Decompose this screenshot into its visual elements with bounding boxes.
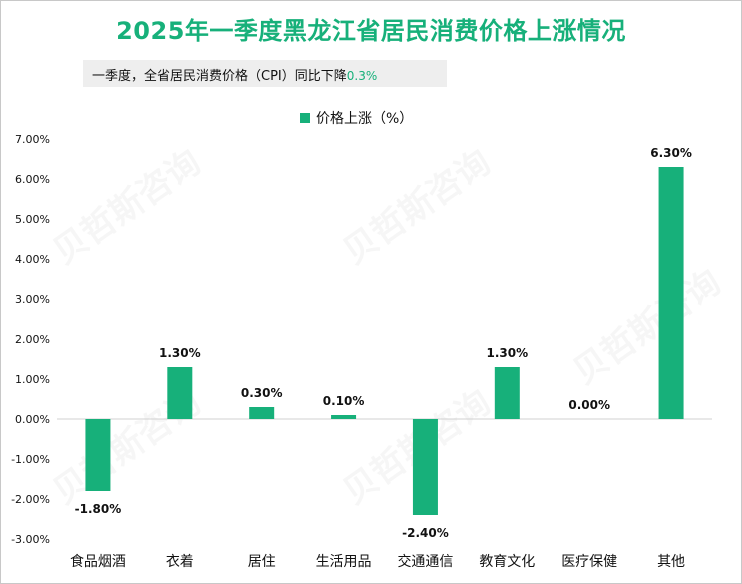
subtitle: 一季度，全省居民消费价格（CPI）同比下降0.3% [92, 65, 377, 84]
subtitle-text: 一季度，全省居民消费价格（CPI）同比下降 [92, 69, 347, 84]
data-label: 0.30% [241, 386, 283, 400]
bar [331, 415, 357, 419]
subtitle-highlight: 0.3% [346, 69, 378, 83]
y-tick-label: -3.00% [11, 533, 50, 546]
data-label: -1.80% [75, 502, 122, 516]
bar [658, 167, 684, 419]
x-tick-label: 生活用品 [316, 554, 372, 570]
legend-swatch [300, 113, 310, 123]
bar [412, 419, 438, 515]
x-tick-label: 医疗保健 [561, 554, 617, 570]
x-tick-label: 衣着 [166, 554, 194, 570]
data-label: 1.30% [159, 346, 201, 360]
x-tick-label: 居住 [248, 554, 276, 570]
y-tick-label: 3.00% [15, 293, 50, 306]
data-label: -2.40% [402, 526, 449, 540]
x-tick-label: 食品烟酒 [70, 553, 126, 570]
y-tick-label: 2.00% [15, 333, 50, 346]
y-tick-label: 5.00% [15, 213, 50, 226]
y-tick-label: 4.00% [15, 253, 50, 266]
y-tick-label: 6.00% [15, 173, 50, 186]
legend-label: 价格上涨（%） [316, 111, 414, 127]
x-tick-label: 交通通信 [397, 553, 453, 570]
chart-title: 2025年一季度黑龙江省居民消费价格上涨情况 [116, 17, 626, 45]
data-label: 0.00% [568, 398, 610, 412]
bar [494, 367, 520, 419]
x-tick-label: 教育文化 [479, 554, 535, 570]
data-label: 0.10% [323, 394, 365, 408]
subtitle-box [83, 60, 447, 87]
y-tick-label: 0.00% [15, 413, 50, 426]
data-label: 6.30% [650, 146, 692, 160]
bar [167, 367, 193, 419]
x-tick-label: 其他 [657, 554, 685, 570]
y-tick-label: -1.00% [11, 453, 50, 466]
bar [249, 407, 275, 419]
bar [85, 419, 111, 491]
y-tick-label: 1.00% [15, 373, 50, 386]
y-tick-label: -2.00% [11, 493, 50, 506]
y-tick-label: 7.00% [15, 133, 50, 146]
legend: 价格上涨（%） [300, 108, 413, 128]
data-label: 1.30% [486, 346, 528, 360]
